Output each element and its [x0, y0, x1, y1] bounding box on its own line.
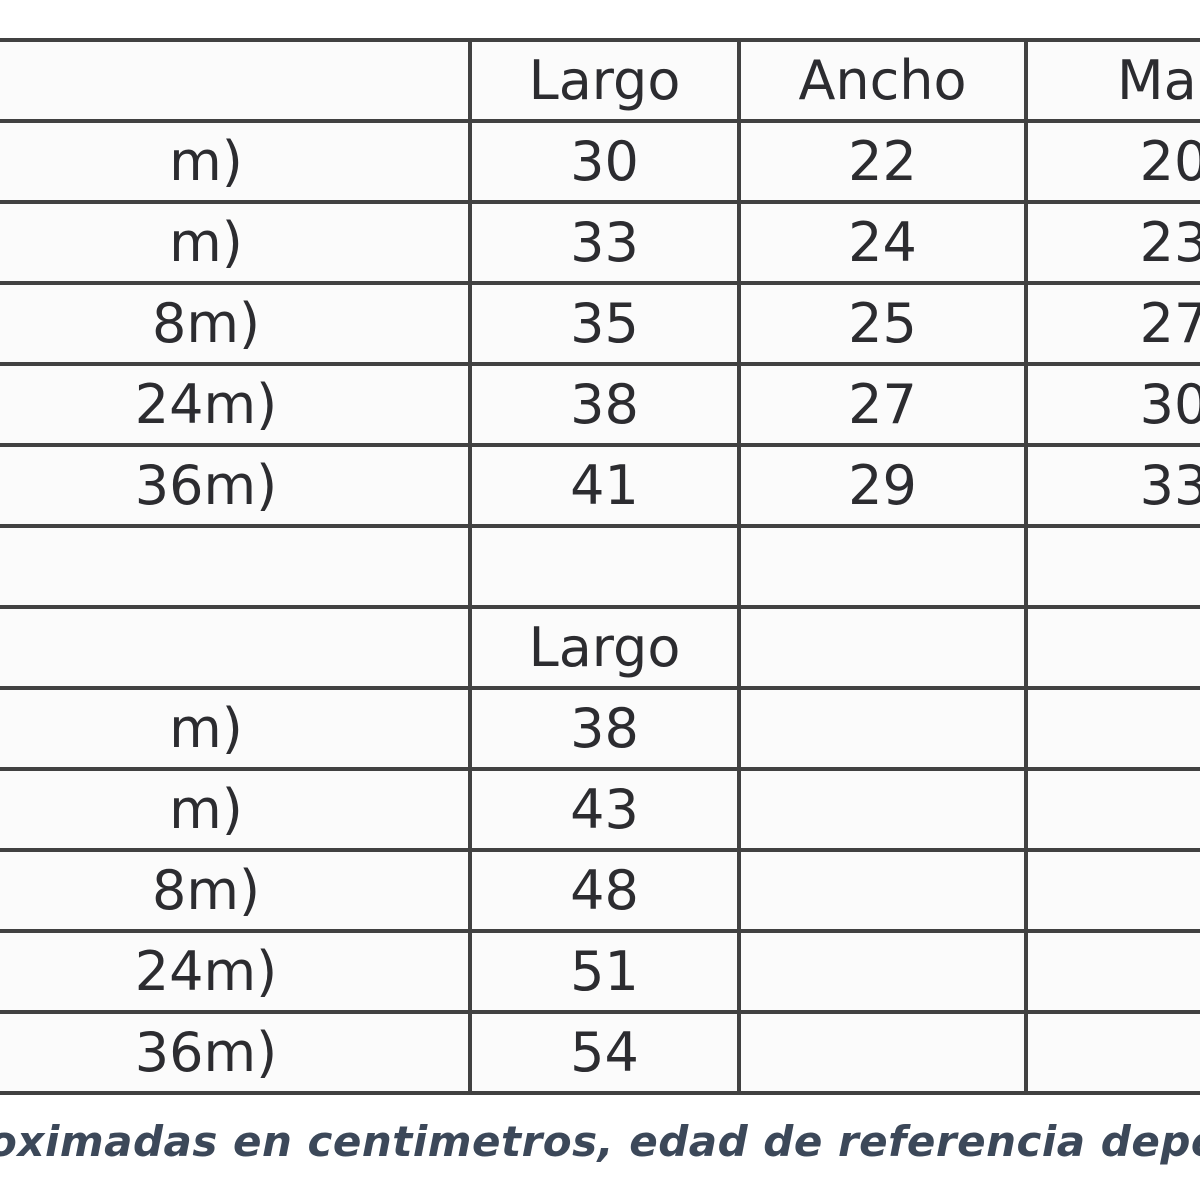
manga-value: 20: [1024, 119, 1200, 204]
header-manga: Man: [1024, 38, 1200, 123]
empty-cell: [1024, 848, 1200, 933]
empty-cell: [737, 1010, 1028, 1095]
table-row: 36m) 41 29 33: [0, 443, 1200, 528]
caption-note: oximadas en centimetros, edad de referen…: [0, 1117, 1200, 1166]
row-label: 24m): [0, 929, 472, 1014]
empty-cell: [1024, 686, 1200, 771]
row-label: m): [0, 200, 472, 285]
empty-cell: [1024, 1010, 1200, 1095]
header-largo-bottom: Largo: [468, 605, 741, 690]
largo-value: 38: [468, 686, 741, 771]
empty-cell: [737, 686, 1028, 771]
largo-value: 35: [468, 281, 741, 366]
row-label: 36m): [0, 443, 472, 528]
empty-cell: [1024, 767, 1200, 852]
row-label: 8m): [0, 281, 472, 366]
spacer-cell: [1024, 524, 1200, 609]
header-ancho: Ancho: [737, 38, 1028, 123]
ancho-value: 25: [737, 281, 1028, 366]
empty-cell: [1024, 605, 1200, 690]
row-label: m): [0, 119, 472, 204]
header-size-cell: [0, 605, 472, 690]
ancho-value: 27: [737, 362, 1028, 447]
table-row: 8m) 48: [0, 848, 1200, 933]
largo-value: 33: [468, 200, 741, 285]
largo-value: 51: [468, 929, 741, 1014]
empty-cell: [737, 767, 1028, 852]
manga-value: 27: [1024, 281, 1200, 366]
spacer-row: [0, 524, 1200, 609]
size-chart-table: Largo Ancho Man m) 30 22 20 m) 33 24 23 …: [0, 38, 1200, 1095]
header-largo: Largo: [468, 38, 741, 123]
ancho-value: 24: [737, 200, 1028, 285]
table-row: 8m) 35 25 27: [0, 281, 1200, 366]
spacer-cell: [737, 524, 1028, 609]
header-row-bottom: Largo: [0, 605, 1200, 690]
empty-cell: [737, 848, 1028, 933]
header-row-top: Largo Ancho Man: [0, 38, 1200, 123]
row-label: 24m): [0, 362, 472, 447]
empty-cell: [737, 605, 1028, 690]
row-label: 36m): [0, 1010, 472, 1095]
manga-value: 30: [1024, 362, 1200, 447]
largo-value: 43: [468, 767, 741, 852]
row-label: m): [0, 767, 472, 852]
table-row: m) 43: [0, 767, 1200, 852]
largo-value: 48: [468, 848, 741, 933]
manga-value: 23: [1024, 200, 1200, 285]
table-row: 24m) 51: [0, 929, 1200, 1014]
row-label: m): [0, 686, 472, 771]
manga-value: 33: [1024, 443, 1200, 528]
table-row: 36m) 54: [0, 1010, 1200, 1095]
row-label: 8m): [0, 848, 472, 933]
spacer-cell: [468, 524, 741, 609]
header-size-cell: [0, 38, 472, 123]
largo-value: 38: [468, 362, 741, 447]
empty-cell: [737, 929, 1028, 1014]
table-row: m) 38: [0, 686, 1200, 771]
largo-value: 30: [468, 119, 741, 204]
ancho-value: 29: [737, 443, 1028, 528]
largo-value: 41: [468, 443, 741, 528]
ancho-value: 22: [737, 119, 1028, 204]
spacer-cell: [0, 524, 472, 609]
table-row: m) 30 22 20: [0, 119, 1200, 204]
largo-value: 54: [468, 1010, 741, 1095]
table-row: m) 33 24 23: [0, 200, 1200, 285]
empty-cell: [1024, 929, 1200, 1014]
table-row: 24m) 38 27 30: [0, 362, 1200, 447]
